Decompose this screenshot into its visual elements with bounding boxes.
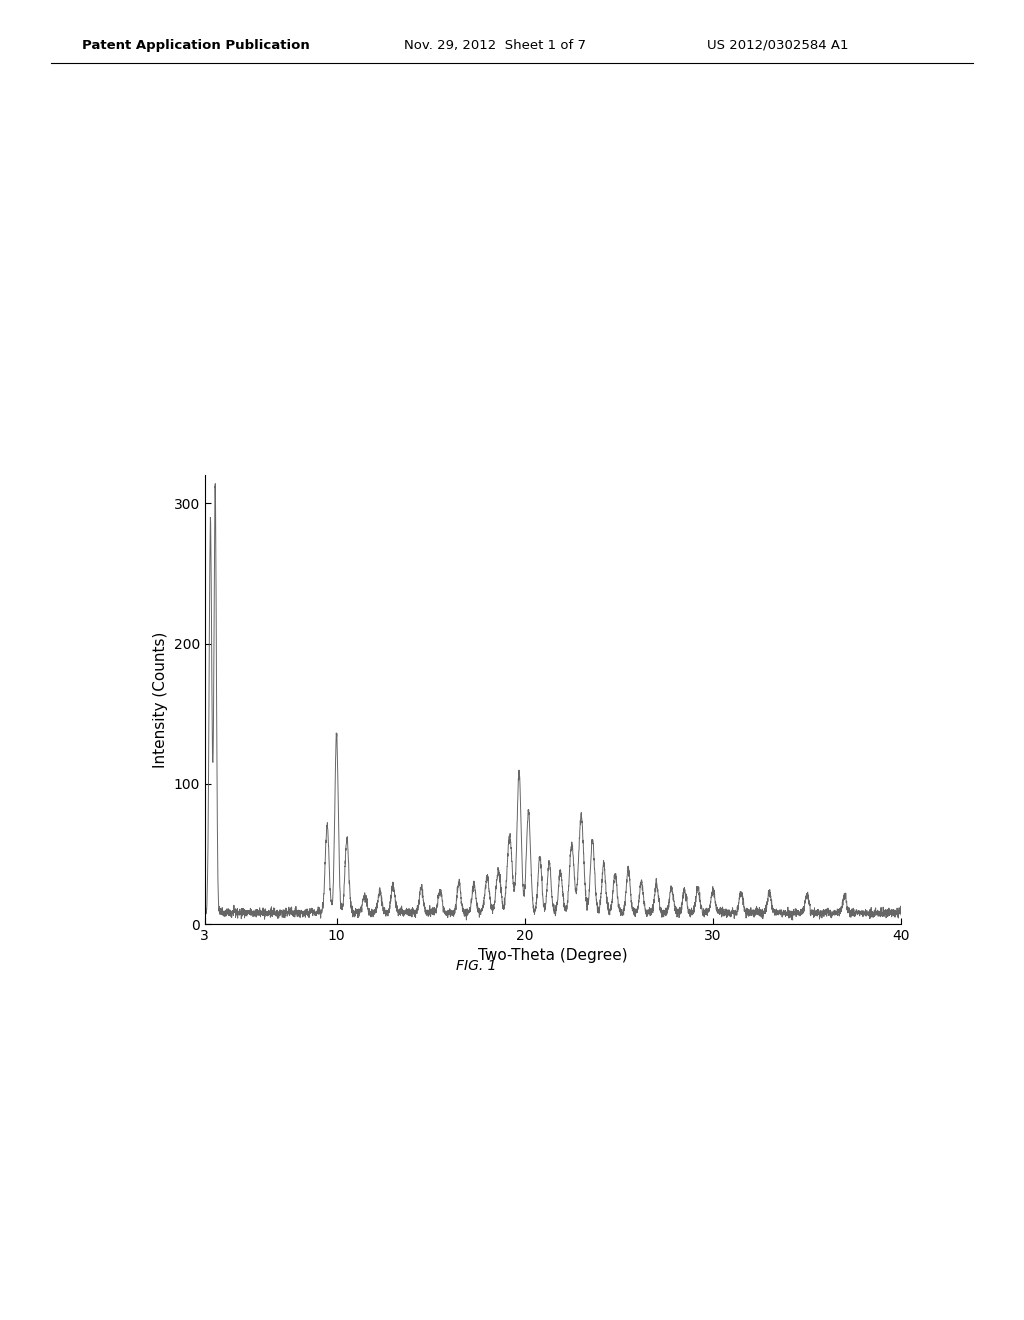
- Text: US 2012/0302584 A1: US 2012/0302584 A1: [707, 38, 848, 51]
- Text: FIG. 1: FIG. 1: [456, 960, 497, 973]
- X-axis label: Two-Theta (Degree): Two-Theta (Degree): [478, 948, 628, 964]
- Text: Nov. 29, 2012  Sheet 1 of 7: Nov. 29, 2012 Sheet 1 of 7: [404, 38, 587, 51]
- Y-axis label: Intensity (Counts): Intensity (Counts): [153, 631, 168, 768]
- Text: Patent Application Publication: Patent Application Publication: [82, 38, 309, 51]
